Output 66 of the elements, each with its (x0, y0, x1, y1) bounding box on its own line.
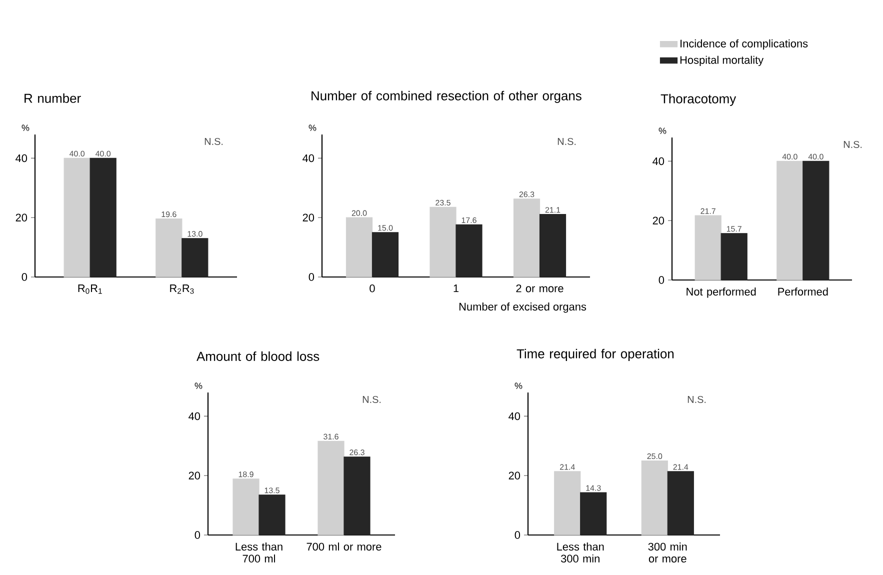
chart-title: Time required for operation (516, 348, 674, 361)
bar (776, 160, 804, 280)
bar (232, 478, 260, 536)
x-tick-label: 300 min or more (648, 542, 687, 563)
x-tick-label: Not performed (686, 288, 756, 298)
x-tick-label: Performed (778, 288, 828, 296)
y-tick-label: 40 (652, 157, 664, 166)
y-tick-label: 40 (188, 412, 200, 420)
y-axis-title: % (22, 124, 30, 131)
x-tick-label: R$_{0}$R$_{1}$ (78, 284, 102, 294)
y-tick-label: 0 (658, 276, 664, 284)
annotation: N.S. (204, 138, 223, 146)
y-tick-label: 20 (302, 214, 314, 222)
bar (456, 224, 482, 278)
y-tick-label: 20 (508, 472, 520, 480)
x-tick-label: 700 ml or more (306, 542, 382, 551)
legend-label: Hospital mortality (680, 56, 764, 66)
bar (667, 471, 694, 536)
bar (182, 238, 208, 278)
bar (580, 492, 607, 536)
bar (641, 460, 668, 536)
chart-title: Amount of blood loss (196, 351, 320, 361)
y-axis-title: % (194, 382, 202, 389)
bar (90, 158, 116, 278)
bar (694, 215, 722, 280)
bar (539, 214, 566, 278)
bar (372, 232, 399, 278)
y-tick-label: 0 (194, 531, 200, 539)
chart-title: Thoracotomy (660, 94, 736, 106)
chart-title: Number of combined resection of other organs (312, 90, 582, 103)
bar (346, 217, 373, 278)
x-tick-label: Less than 700 ml (236, 542, 282, 563)
annotation: N.S. (558, 138, 576, 146)
bar (258, 494, 286, 536)
annotation: N.S. (688, 396, 706, 404)
y-tick-label: 40 (508, 412, 520, 420)
y-tick-label: 0 (22, 273, 28, 281)
bar (513, 198, 540, 278)
x-axis-title: Number of excised organs (459, 302, 586, 313)
y-tick-label: 20 (16, 214, 28, 222)
y-tick-label: 40 (302, 154, 314, 162)
legend-label: Incidence of complications (680, 39, 808, 50)
x-tick-label: 2 or more (516, 284, 564, 292)
x-tick-label: R$_{2}$R$_{3}$ (170, 284, 194, 294)
bar (430, 206, 456, 278)
y-tick-label: 20 (652, 216, 664, 224)
bar (318, 440, 344, 536)
bar (64, 158, 90, 278)
bar (156, 218, 182, 278)
annotation: N.S. (844, 140, 862, 148)
x-tick-label: Less than 300 min (557, 542, 604, 563)
bar (344, 456, 370, 536)
y-tick-label: 20 (188, 472, 200, 480)
y-tick-label: 0 (514, 531, 520, 539)
y-tick-label: 0 (308, 273, 314, 281)
y-axis-title: % (308, 124, 316, 131)
bar (720, 233, 748, 280)
annotation: N.S. (362, 396, 381, 404)
y-tick-label: 40 (16, 154, 28, 162)
x-tick-label: 1 (454, 284, 459, 292)
bar (554, 471, 581, 536)
x-tick-label: 0 (370, 284, 375, 292)
y-axis-title: % (658, 128, 666, 134)
bar (802, 160, 830, 280)
y-axis-title: % (514, 382, 522, 389)
chart-title: R number (24, 93, 81, 103)
